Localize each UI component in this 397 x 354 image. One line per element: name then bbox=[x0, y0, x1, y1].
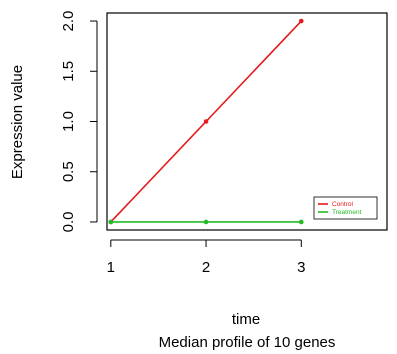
y-tick-label: 0.5 bbox=[60, 161, 77, 182]
y-tick-label: 2.0 bbox=[60, 11, 77, 32]
chart-title: Median profile of 10 genes bbox=[159, 334, 336, 351]
data-point-treatment bbox=[298, 219, 304, 225]
x-tick-label: 1 bbox=[107, 259, 115, 276]
y-tick-label: 1.0 bbox=[60, 111, 77, 132]
plot-frame bbox=[106, 12, 388, 231]
data-point-control bbox=[298, 18, 304, 24]
legend-box bbox=[313, 196, 378, 220]
y-axis-label: Expression value bbox=[9, 65, 26, 179]
series-layer bbox=[108, 18, 304, 225]
y-axis: 0.0 0.5 1.0 1.5 2.0 bbox=[60, 11, 98, 233]
legend-label-treatment: Treatment bbox=[332, 209, 362, 216]
legend-label-control: Control bbox=[332, 201, 354, 208]
x-tick-label: 3 bbox=[297, 259, 305, 276]
x-tick-label: 2 bbox=[202, 259, 210, 276]
data-point-control bbox=[203, 119, 209, 124]
x-axis: 1 2 3 bbox=[107, 239, 305, 276]
data-point-treatment bbox=[108, 219, 114, 225]
y-tick-label: 0.0 bbox=[60, 212, 77, 233]
y-tick-label: 1.5 bbox=[60, 61, 77, 82]
x-axis-label: time bbox=[232, 311, 260, 328]
data-point-treatment bbox=[203, 219, 209, 225]
